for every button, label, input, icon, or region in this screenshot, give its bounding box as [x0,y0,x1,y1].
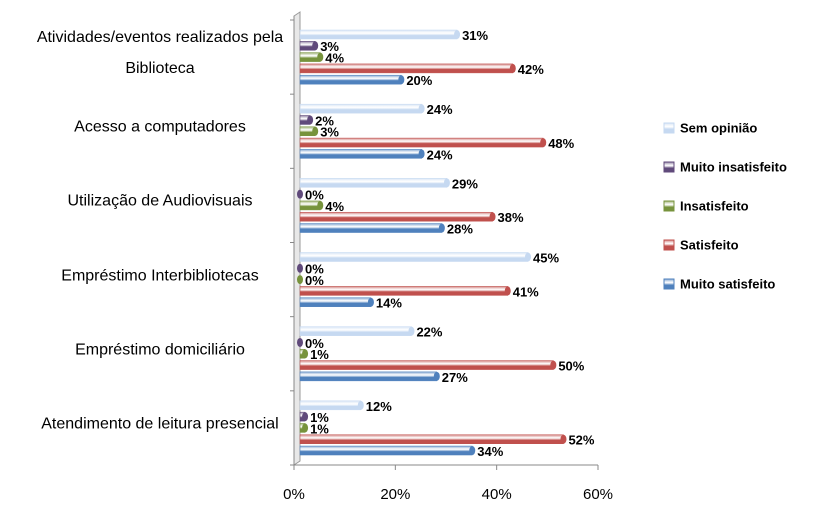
legend-label: Insatisfeito [680,198,749,213]
data-label: 3% [320,125,339,140]
bar [299,178,450,188]
data-label: 48% [548,136,574,151]
data-label: 31% [462,28,488,43]
data-label: 2% [315,113,334,128]
data-label: 52% [568,433,594,448]
bar [297,337,303,347]
legend-label: Satisfeito [680,237,739,252]
category-label: Acesso a computadores [74,118,246,136]
data-label: 0% [305,188,324,203]
x-tick-label: 60% [583,486,613,503]
bar [299,126,319,137]
legend-label: Sem opinião [680,120,757,135]
data-label: 4% [325,199,344,214]
legend-swatch [663,161,675,173]
bar [299,29,461,40]
bar [299,349,309,359]
legend-label: Muito satisfeito [680,276,775,291]
data-label: 1% [310,410,329,425]
bar [299,360,557,370]
data-label: 1% [310,347,329,362]
x-tick-label: 0% [283,486,305,503]
bar [299,223,445,233]
bar [299,286,511,296]
data-label: 29% [452,176,478,191]
data-label: 27% [442,370,468,385]
data-label: 0% [305,262,324,277]
data-label: 3% [320,39,339,54]
category-label: Atendimento de leitura presencial [41,415,279,433]
data-label: 12% [366,399,392,414]
bar [299,115,314,125]
data-label: 34% [477,444,503,459]
bar [297,189,303,199]
bar [299,137,547,148]
legend-label: Muito insatisfeito [680,159,787,174]
data-label: 45% [533,250,559,265]
bar [299,74,405,85]
bar [299,149,425,159]
bar [299,41,319,51]
bar [299,200,324,211]
data-label: 38% [498,210,524,225]
data-label: 28% [447,221,473,236]
data-label: 41% [513,284,539,299]
x-tick-label: 20% [380,486,410,503]
legend-swatch [663,200,675,212]
data-label: 24% [427,147,453,162]
bar [297,275,303,285]
bar [299,326,415,336]
bar [299,400,364,411]
bar [299,423,309,433]
bar [299,445,476,456]
bar [299,297,374,307]
bar [299,63,516,74]
data-label: 50% [558,359,584,374]
bar [299,252,531,262]
data-label: 4% [325,51,344,66]
bar [299,371,440,382]
data-label: 1% [310,421,329,436]
category-label: Utilização de Audiovisuais [67,192,253,210]
bar [299,434,567,444]
data-label: 24% [427,102,453,117]
data-label: 0% [305,273,324,288]
bar [297,263,303,273]
axis-wall [293,11,301,466]
category-label: Empréstimo domiciliário [75,341,245,359]
data-label: 20% [406,73,432,88]
data-label: 0% [305,336,324,351]
bar [299,103,425,114]
bar [299,211,496,222]
data-label: 22% [416,325,442,340]
data-label: 42% [518,62,544,77]
bar [299,52,324,62]
legend-swatch [663,278,675,290]
legend-swatch [663,239,675,251]
category-label: Empréstimo Interbibliotecas [61,267,259,285]
category-label: Atividades/eventos realizados pela Bibli… [36,29,284,78]
x-tick-label: 40% [482,486,512,503]
bar [299,411,309,422]
data-label: 14% [376,296,402,311]
legend-swatch [663,122,675,134]
